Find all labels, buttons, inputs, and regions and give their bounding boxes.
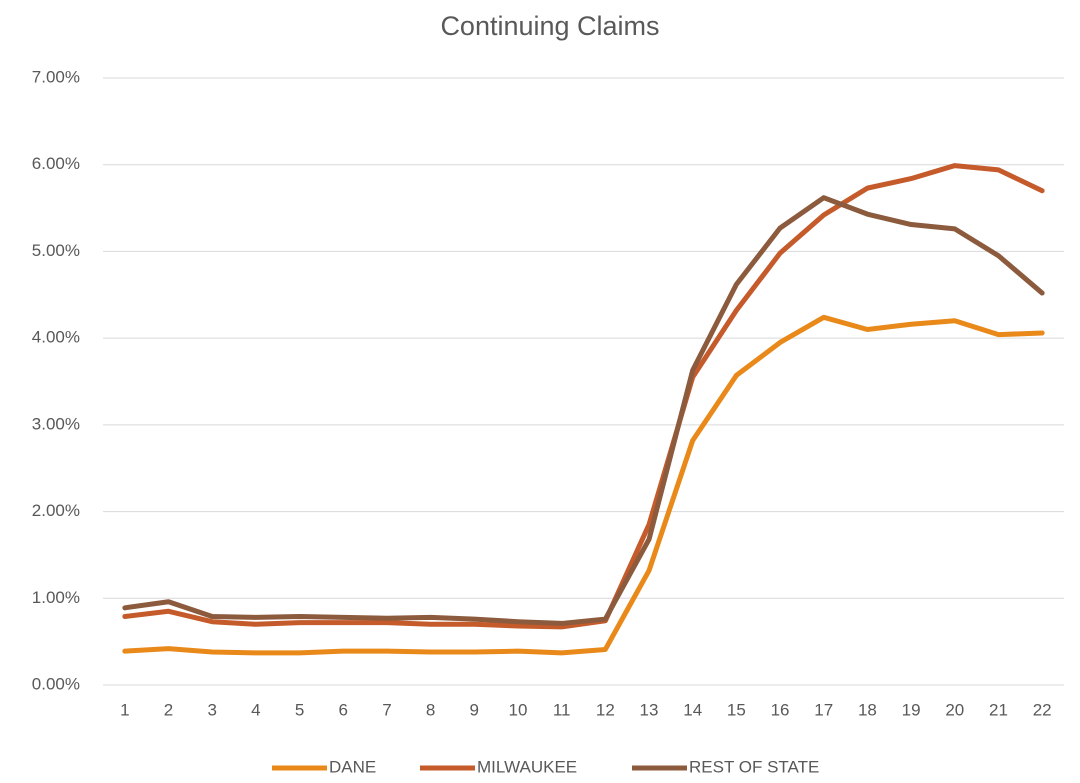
x-tick-label: 5 [295, 700, 304, 719]
y-tick-label: 0.00% [32, 674, 80, 693]
x-tick-label: 4 [251, 700, 260, 719]
series-line [122, 314, 1045, 656]
x-tick-label: 20 [945, 700, 964, 719]
legend-label: MILWAUKEE [477, 757, 577, 776]
x-tick-label: 14 [683, 700, 702, 719]
y-tick-label: 7.00% [32, 67, 80, 86]
x-tick-label: 9 [470, 700, 479, 719]
x-tick-label: 8 [426, 700, 435, 719]
x-tick-label: 12 [596, 700, 615, 719]
y-tick-label: 4.00% [32, 328, 80, 347]
x-tick-label: 6 [339, 700, 348, 719]
series-line [122, 195, 1045, 626]
series-line [122, 163, 1045, 630]
x-tick-label: 1 [120, 700, 129, 719]
x-tick-label: 21 [989, 700, 1008, 719]
y-tick-label: 5.00% [32, 241, 80, 260]
x-tick-label: 7 [382, 700, 391, 719]
x-tick-label: 10 [509, 700, 528, 719]
x-tick-label: 19 [902, 700, 921, 719]
y-tick-label: 6.00% [32, 154, 80, 173]
legend-label: REST OF STATE [689, 757, 819, 776]
legend-label: DANE [329, 757, 376, 776]
y-tick-label: 3.00% [32, 414, 80, 433]
chart-title: Continuing Claims [440, 11, 659, 41]
x-tick-label: 17 [814, 700, 833, 719]
y-tick-label: 1.00% [32, 588, 80, 607]
x-tick-label: 3 [207, 700, 216, 719]
y-tick-label: 2.00% [32, 501, 80, 520]
x-tick-label: 13 [640, 700, 659, 719]
x-tick-label: 11 [553, 700, 571, 719]
x-tick-label: 22 [1033, 700, 1052, 719]
x-tick-label: 15 [727, 700, 746, 719]
x-tick-label: 2 [164, 700, 173, 719]
x-tick-label: 18 [858, 700, 877, 719]
x-tick-label: 16 [771, 700, 790, 719]
